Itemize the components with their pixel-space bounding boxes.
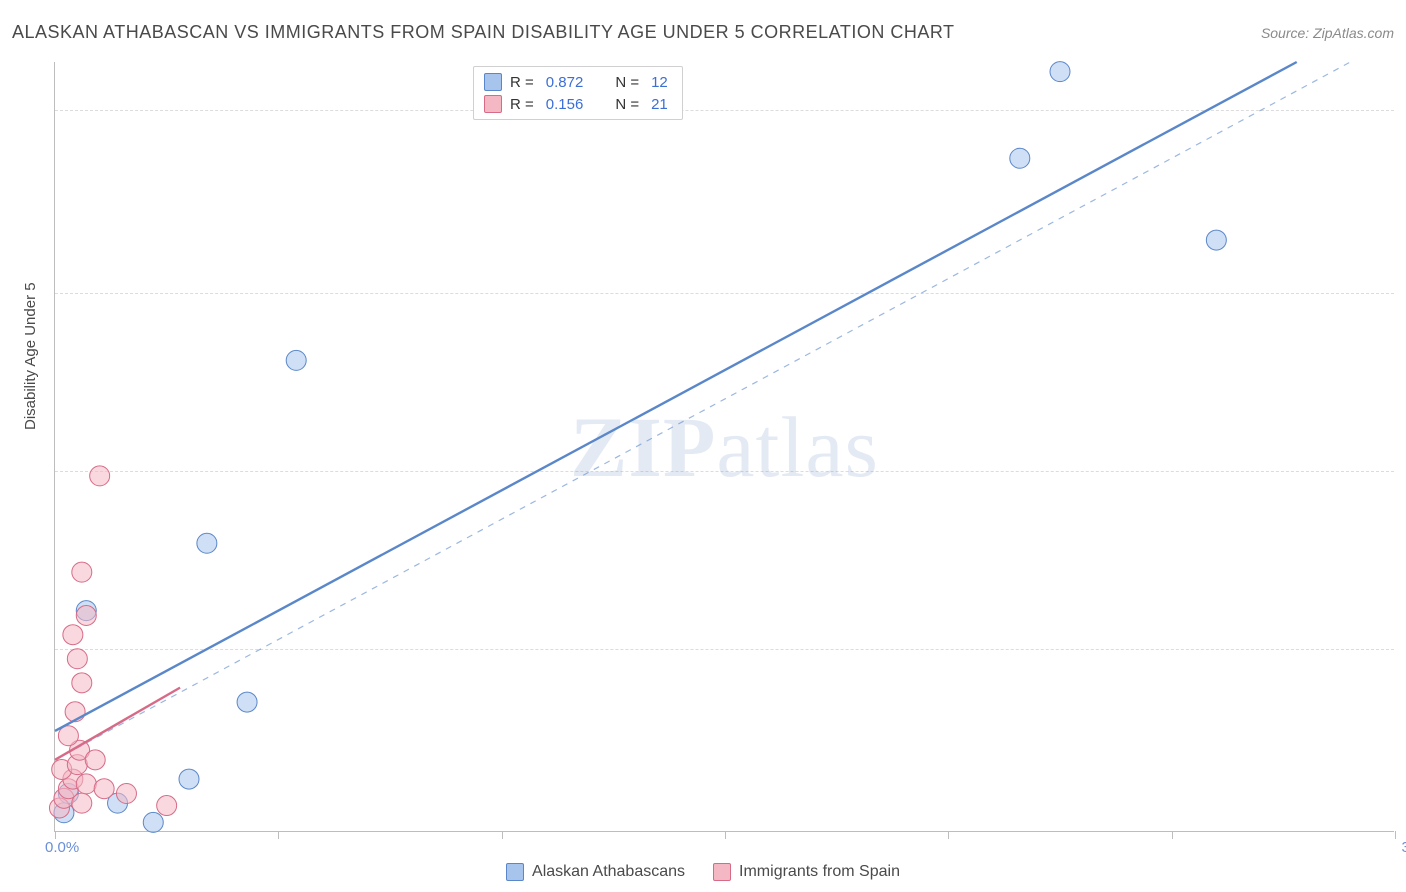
y-tick-label: 3.8% [1401, 659, 1406, 676]
scatter-point-spain [72, 793, 92, 813]
scatter-point-spain [67, 649, 87, 669]
legend-item-spain: Immigrants from Spain [713, 863, 900, 881]
n-value: 21 [651, 96, 668, 113]
scatter-point-alaskan [237, 692, 257, 712]
legend-swatch [484, 73, 502, 91]
legend-row-spain: R = 0.156 N = 21 [484, 93, 672, 115]
y-tick-label: 15.0% [1401, 120, 1406, 137]
chart-svg [55, 62, 1394, 831]
scatter-point-spain [90, 466, 110, 486]
x-max-label: 30.0% [1401, 839, 1406, 856]
scatter-point-spain [63, 625, 83, 645]
x-origin-label: 0.0% [45, 839, 79, 856]
scatter-point-spain [85, 750, 105, 770]
r-value: 0.872 [546, 74, 584, 91]
title-bar: ALASKAN ATHABASCAN VS IMMIGRANTS FROM SP… [12, 22, 1394, 43]
x-tick [1172, 831, 1173, 839]
x-tick [278, 831, 279, 839]
scatter-point-spain [94, 779, 114, 799]
x-tick [725, 831, 726, 839]
legend-label: Immigrants from Spain [739, 863, 900, 881]
series-legend: Alaskan Athabascans Immigrants from Spain [0, 863, 1406, 886]
x-tick [55, 831, 56, 839]
x-tick [1395, 831, 1396, 839]
scatter-point-spain [72, 562, 92, 582]
scatter-point-spain [157, 796, 177, 816]
chart-title: ALASKAN ATHABASCAN VS IMMIGRANTS FROM SP… [12, 22, 955, 43]
scatter-point-alaskan [179, 769, 199, 789]
trend-dashed-alaskan [55, 62, 1350, 760]
r-label: R = [510, 96, 534, 113]
scatter-point-alaskan [1206, 230, 1226, 250]
n-label: N = [615, 96, 639, 113]
scatter-point-alaskan [286, 350, 306, 370]
legend-swatch [484, 95, 502, 113]
r-label: R = [510, 74, 534, 91]
n-value: 12 [651, 74, 668, 91]
scatter-point-spain [65, 702, 85, 722]
n-label: N = [615, 74, 639, 91]
trend-line-alaskan [55, 62, 1297, 731]
scatter-point-spain [76, 605, 96, 625]
correlation-legend: R = 0.872 N = 12 R = 0.156 N = 21 [473, 66, 683, 120]
x-tick [948, 831, 949, 839]
scatter-point-spain [116, 784, 136, 804]
plot-area: ZIPatlas 3.8%7.5%11.2%15.0% 0.0% 30.0% R… [54, 62, 1394, 832]
legend-swatch [506, 863, 524, 881]
y-axis-label: Disability Age Under 5 [22, 282, 39, 430]
r-value: 0.156 [546, 96, 584, 113]
scatter-point-spain [72, 673, 92, 693]
legend-item-alaskan: Alaskan Athabascans [506, 863, 685, 881]
source-label: Source: ZipAtlas.com [1261, 25, 1394, 41]
scatter-point-alaskan [1010, 148, 1030, 168]
scatter-point-alaskan [1050, 62, 1070, 82]
x-tick [502, 831, 503, 839]
legend-swatch [713, 863, 731, 881]
y-tick-label: 11.2% [1401, 303, 1406, 320]
scatter-point-alaskan [143, 812, 163, 832]
legend-label: Alaskan Athabascans [532, 863, 685, 881]
scatter-point-alaskan [197, 533, 217, 553]
scatter-point-spain [76, 774, 96, 794]
legend-row-alaskan: R = 0.872 N = 12 [484, 71, 672, 93]
y-tick-label: 7.5% [1401, 481, 1406, 498]
